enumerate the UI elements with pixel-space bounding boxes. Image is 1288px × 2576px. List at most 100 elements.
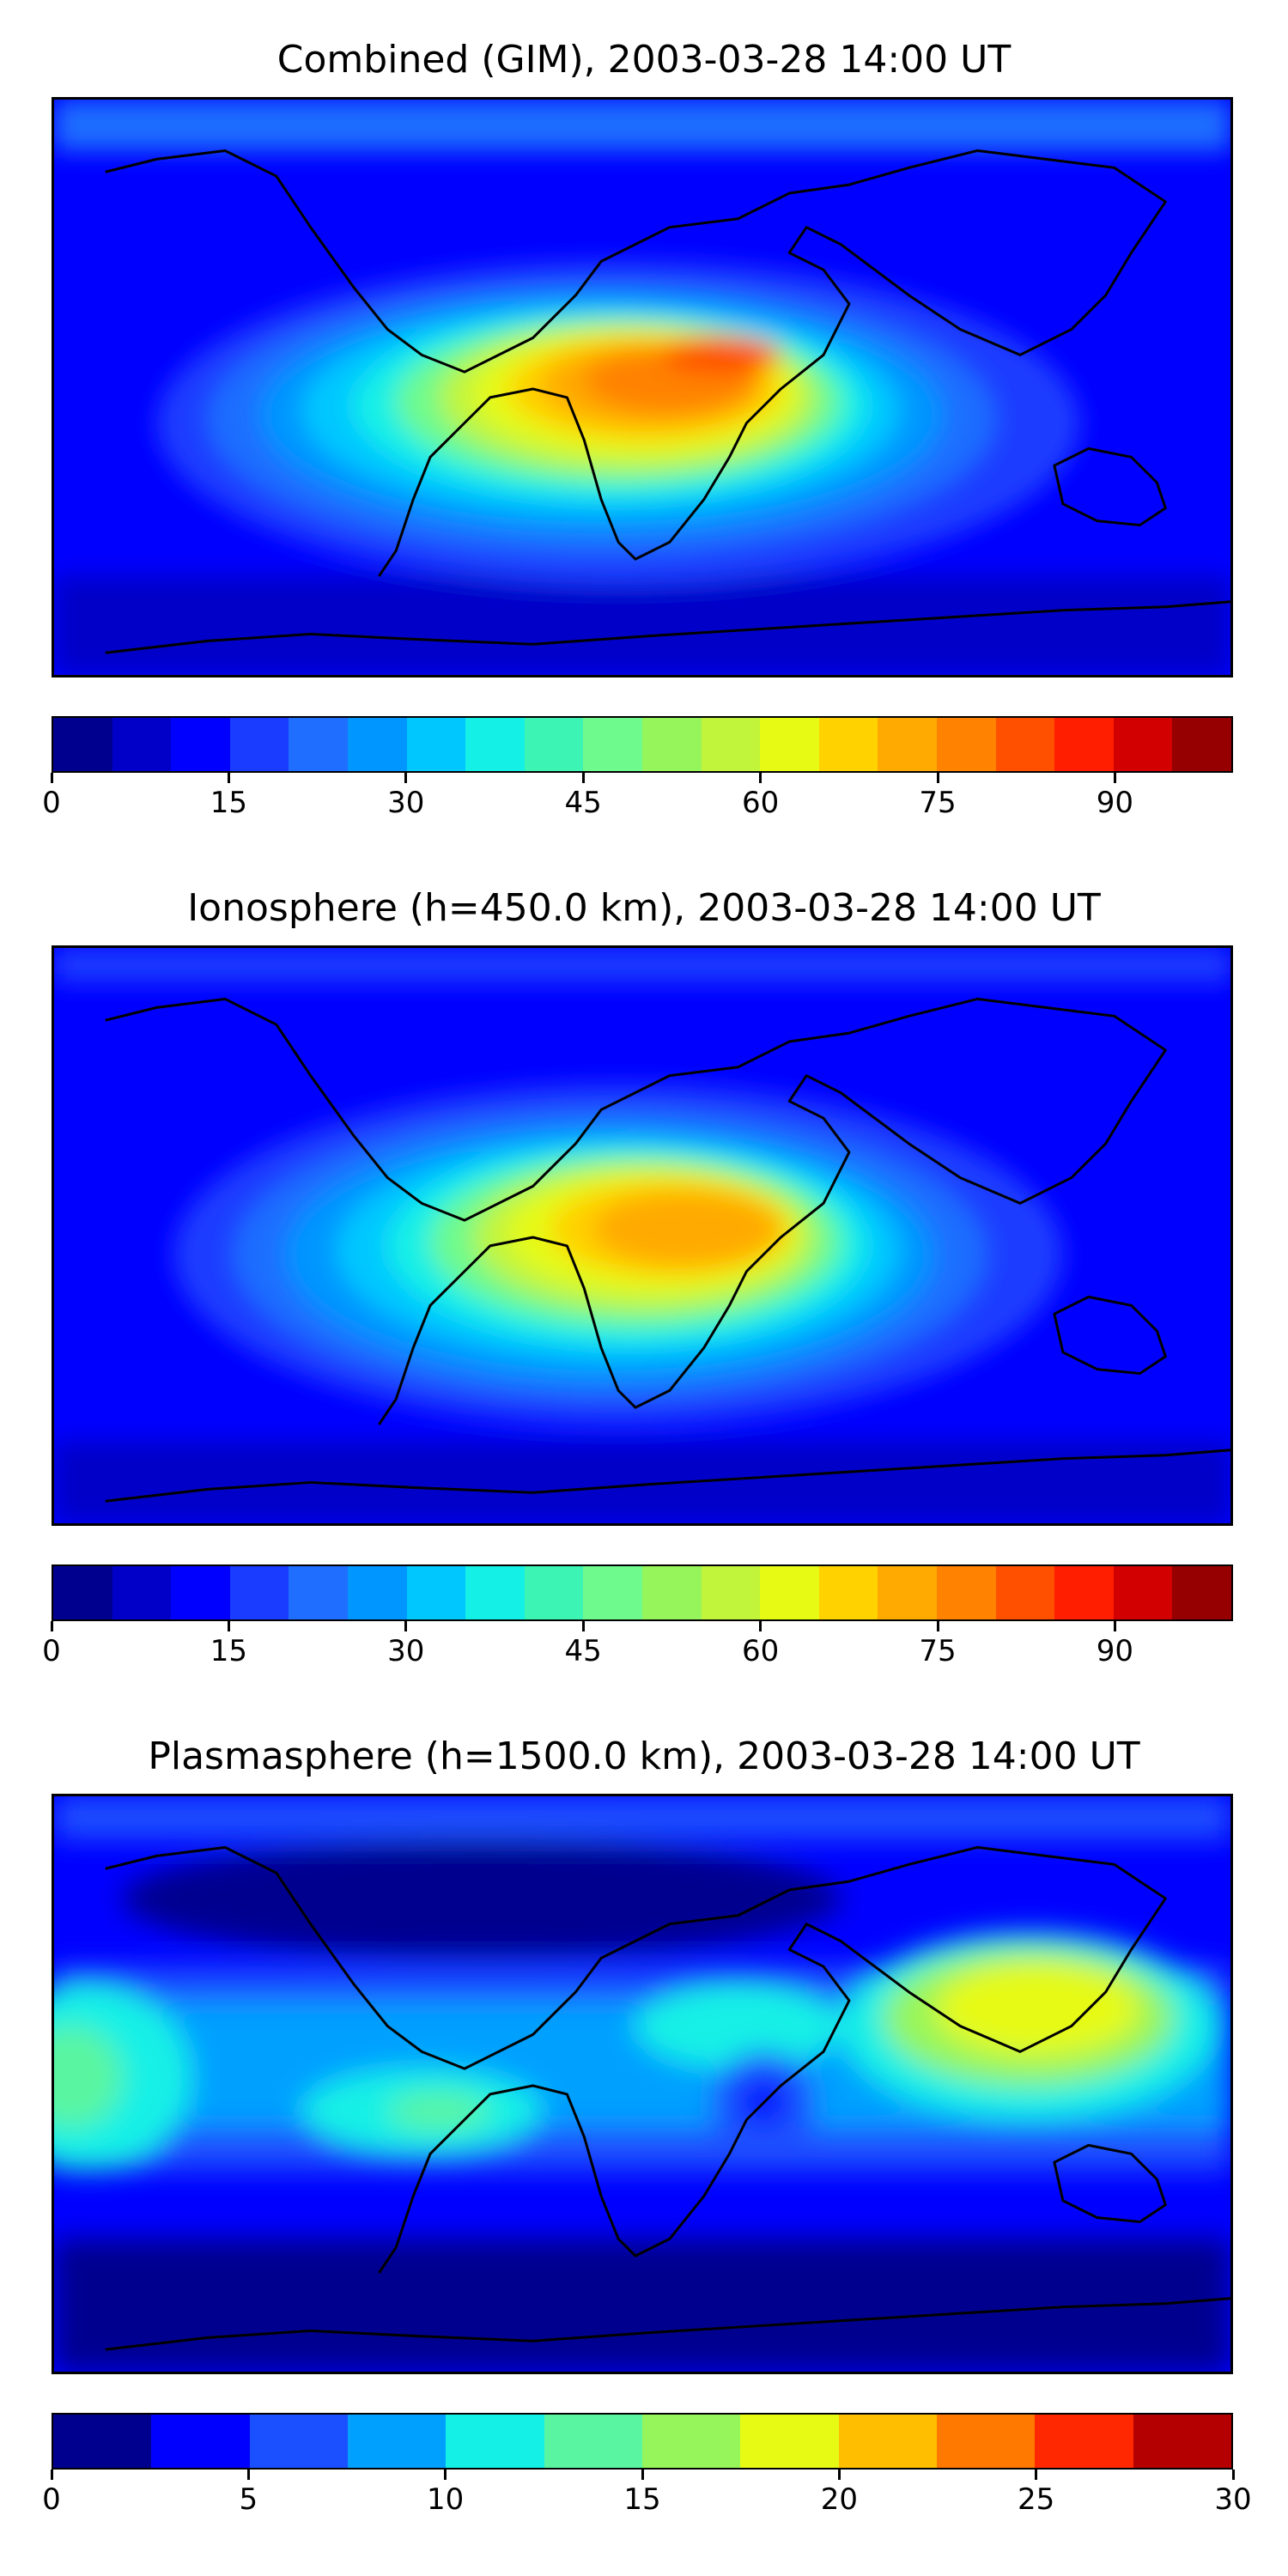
tick-mark [837,2470,841,2480]
colorbar-segment [53,718,112,771]
colorbar-ionosphere [52,1564,1233,1621]
tick-mark [246,2470,250,2480]
tick-label: 75 [919,1634,957,1668]
tick-label: 0 [42,786,61,820]
tick-label: 60 [741,786,780,820]
tick-label: 90 [1096,1634,1134,1668]
tick-mark [581,1621,585,1631]
coastlines [105,997,1230,1503]
colorbar-segment [1054,1566,1114,1619]
colorbar-segment [465,1566,525,1619]
colorbar-segment [347,718,407,771]
tick-mark [50,773,53,783]
colorbar-segment [583,718,642,771]
colorbar-segment [53,2415,152,2468]
colorbar-segment [641,2415,741,2468]
panel-title-plasmasphere: Plasmasphere (h=1500.0 km), 2003-03-28 1… [148,1735,1140,1778]
colorbar-segment [112,718,172,771]
colorbar-segment [1035,2415,1133,2468]
tick-label: 75 [919,786,957,820]
map-svg-ionosphere [54,948,1230,1523]
colorbar-segment [818,718,878,771]
tick-label: 10 [427,2482,465,2517]
map-combined [52,97,1233,677]
map-ionosphere [52,945,1233,1526]
colorbar-segment [524,1566,584,1619]
coastlines [105,1845,1230,2351]
tick-label: 30 [387,786,425,820]
colorbar-segment [838,2415,937,2468]
tick-mark [1113,773,1116,783]
colorbar-segment [878,1566,937,1619]
colorbar-segment [289,718,348,771]
tick-label: 5 [239,2482,258,2517]
tick-label: 15 [623,2482,661,2517]
colorbar-combined [52,716,1233,773]
tick-label: 45 [564,1634,602,1668]
tick-label: 30 [387,1634,425,1668]
tick-mark [227,1621,230,1631]
tick-mark [1035,2470,1038,2480]
panel-title-combined: Combined (GIM), 2003-03-28 14:00 UT [276,38,1012,82]
colorbar-segment [406,1566,466,1619]
map-plasmasphere [52,1794,1233,2374]
tick-label: 15 [210,786,248,820]
colorbar-ticks-plasmasphere: 0 5 10 15 20 25 30 [42,2470,1252,2521]
colorbar-ticks-combined: 0 15 30 45 60 75 90 [42,773,1233,824]
colorbar-segment [995,718,1055,771]
colorbar-segment [171,718,230,771]
colorbar-ticks-ionosphere: 0 15 30 45 60 75 90 [42,1621,1233,1673]
colorbar-segment [1172,1566,1231,1619]
tick-mark [227,773,230,783]
tick-mark [1231,2470,1235,2480]
tick-label: 45 [564,786,602,820]
colorbar-segment [740,2415,839,2468]
colorbar-segment [1113,718,1173,771]
tick-mark [1113,1621,1116,1631]
colorbar-segment [53,1566,112,1619]
tick-label: 90 [1096,786,1134,820]
colorbar-segment [151,2415,250,2468]
tick-label: 0 [42,2482,61,2517]
colorbar-segment [249,2415,348,2468]
colorbar-segment [1054,718,1114,771]
tick-label: 15 [210,1634,248,1668]
colorbar-segment [760,718,819,771]
tick-mark [759,1621,762,1631]
tick-label: 0 [42,1634,61,1668]
map-svg-plasmasphere [54,1796,1230,2372]
colorbar-segment [995,1566,1055,1619]
colorbar-segment [406,718,466,771]
colorbar-segment [936,2415,1036,2468]
colorbar-segment [544,2415,642,2468]
tick-label: 25 [1018,2482,1055,2517]
colorbar-segment [1133,2415,1231,2468]
colorbar-segment [936,718,996,771]
tick-mark [936,1621,939,1631]
tick-mark [444,2470,447,2480]
panel-title-ionosphere: Ionosphere (h=450.0 km), 2003-03-28 14:0… [187,886,1101,930]
tick-mark [936,773,939,783]
tick-label: 60 [741,1634,780,1668]
colorbar-segment [701,718,761,771]
tick-label: 20 [820,2482,858,2517]
colorbar-segment [641,1566,702,1619]
tick-mark [404,1621,408,1631]
tick-mark [404,773,408,783]
colorbar-segment [465,718,525,771]
colorbar-segment [583,1566,642,1619]
colorbar-segment [229,718,289,771]
colorbar-segment [446,2415,544,2468]
colorbar-segment [112,1566,172,1619]
colorbar-segment [760,1566,819,1619]
tick-mark [50,2470,53,2480]
colorbar-segment [936,1566,996,1619]
tick-label: 30 [1214,2482,1252,2517]
colorbar-segment [1113,1566,1173,1619]
colorbar-segment [878,718,937,771]
map-svg-combined [54,100,1230,675]
colorbar-segment [701,1566,761,1619]
colorbar-segment [171,1566,230,1619]
tick-mark [50,1621,53,1631]
colorbar-segment [1172,718,1231,771]
